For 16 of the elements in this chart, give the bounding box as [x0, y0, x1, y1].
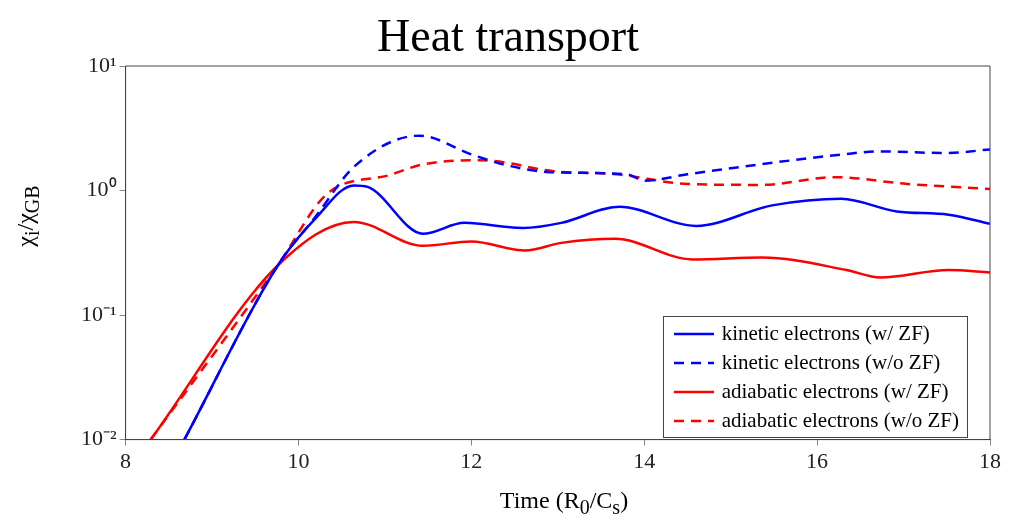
legend-label: adiabatic electrons (w/ ZF)	[721, 378, 949, 405]
legend-label: adiabatic electrons (w/o ZF)	[721, 407, 959, 434]
y-tick-label: 10¹	[87, 51, 117, 77]
legend-label: kinetic electrons (w/ ZF)	[721, 320, 930, 347]
x-tick-label: 18	[979, 447, 1001, 473]
x-tick-label: 10	[287, 447, 310, 473]
x-tick-label: 16	[806, 447, 829, 473]
y-tick-label: 10⁻²	[80, 425, 117, 451]
x-tick-label: 8	[120, 447, 132, 473]
y-tick-label: 10⁻¹	[80, 300, 117, 326]
y-tick-label: 10⁰	[86, 176, 117, 202]
x-tick-label: 12	[460, 447, 483, 473]
legend-label: kinetic electrons (w/o ZF)	[721, 349, 941, 376]
x-tick-label: 14	[633, 447, 656, 473]
chart-title: Heat transport	[377, 10, 639, 61]
x-axis-title: Time (R$_{0}$/C$_{s}$)	[498, 486, 630, 520]
